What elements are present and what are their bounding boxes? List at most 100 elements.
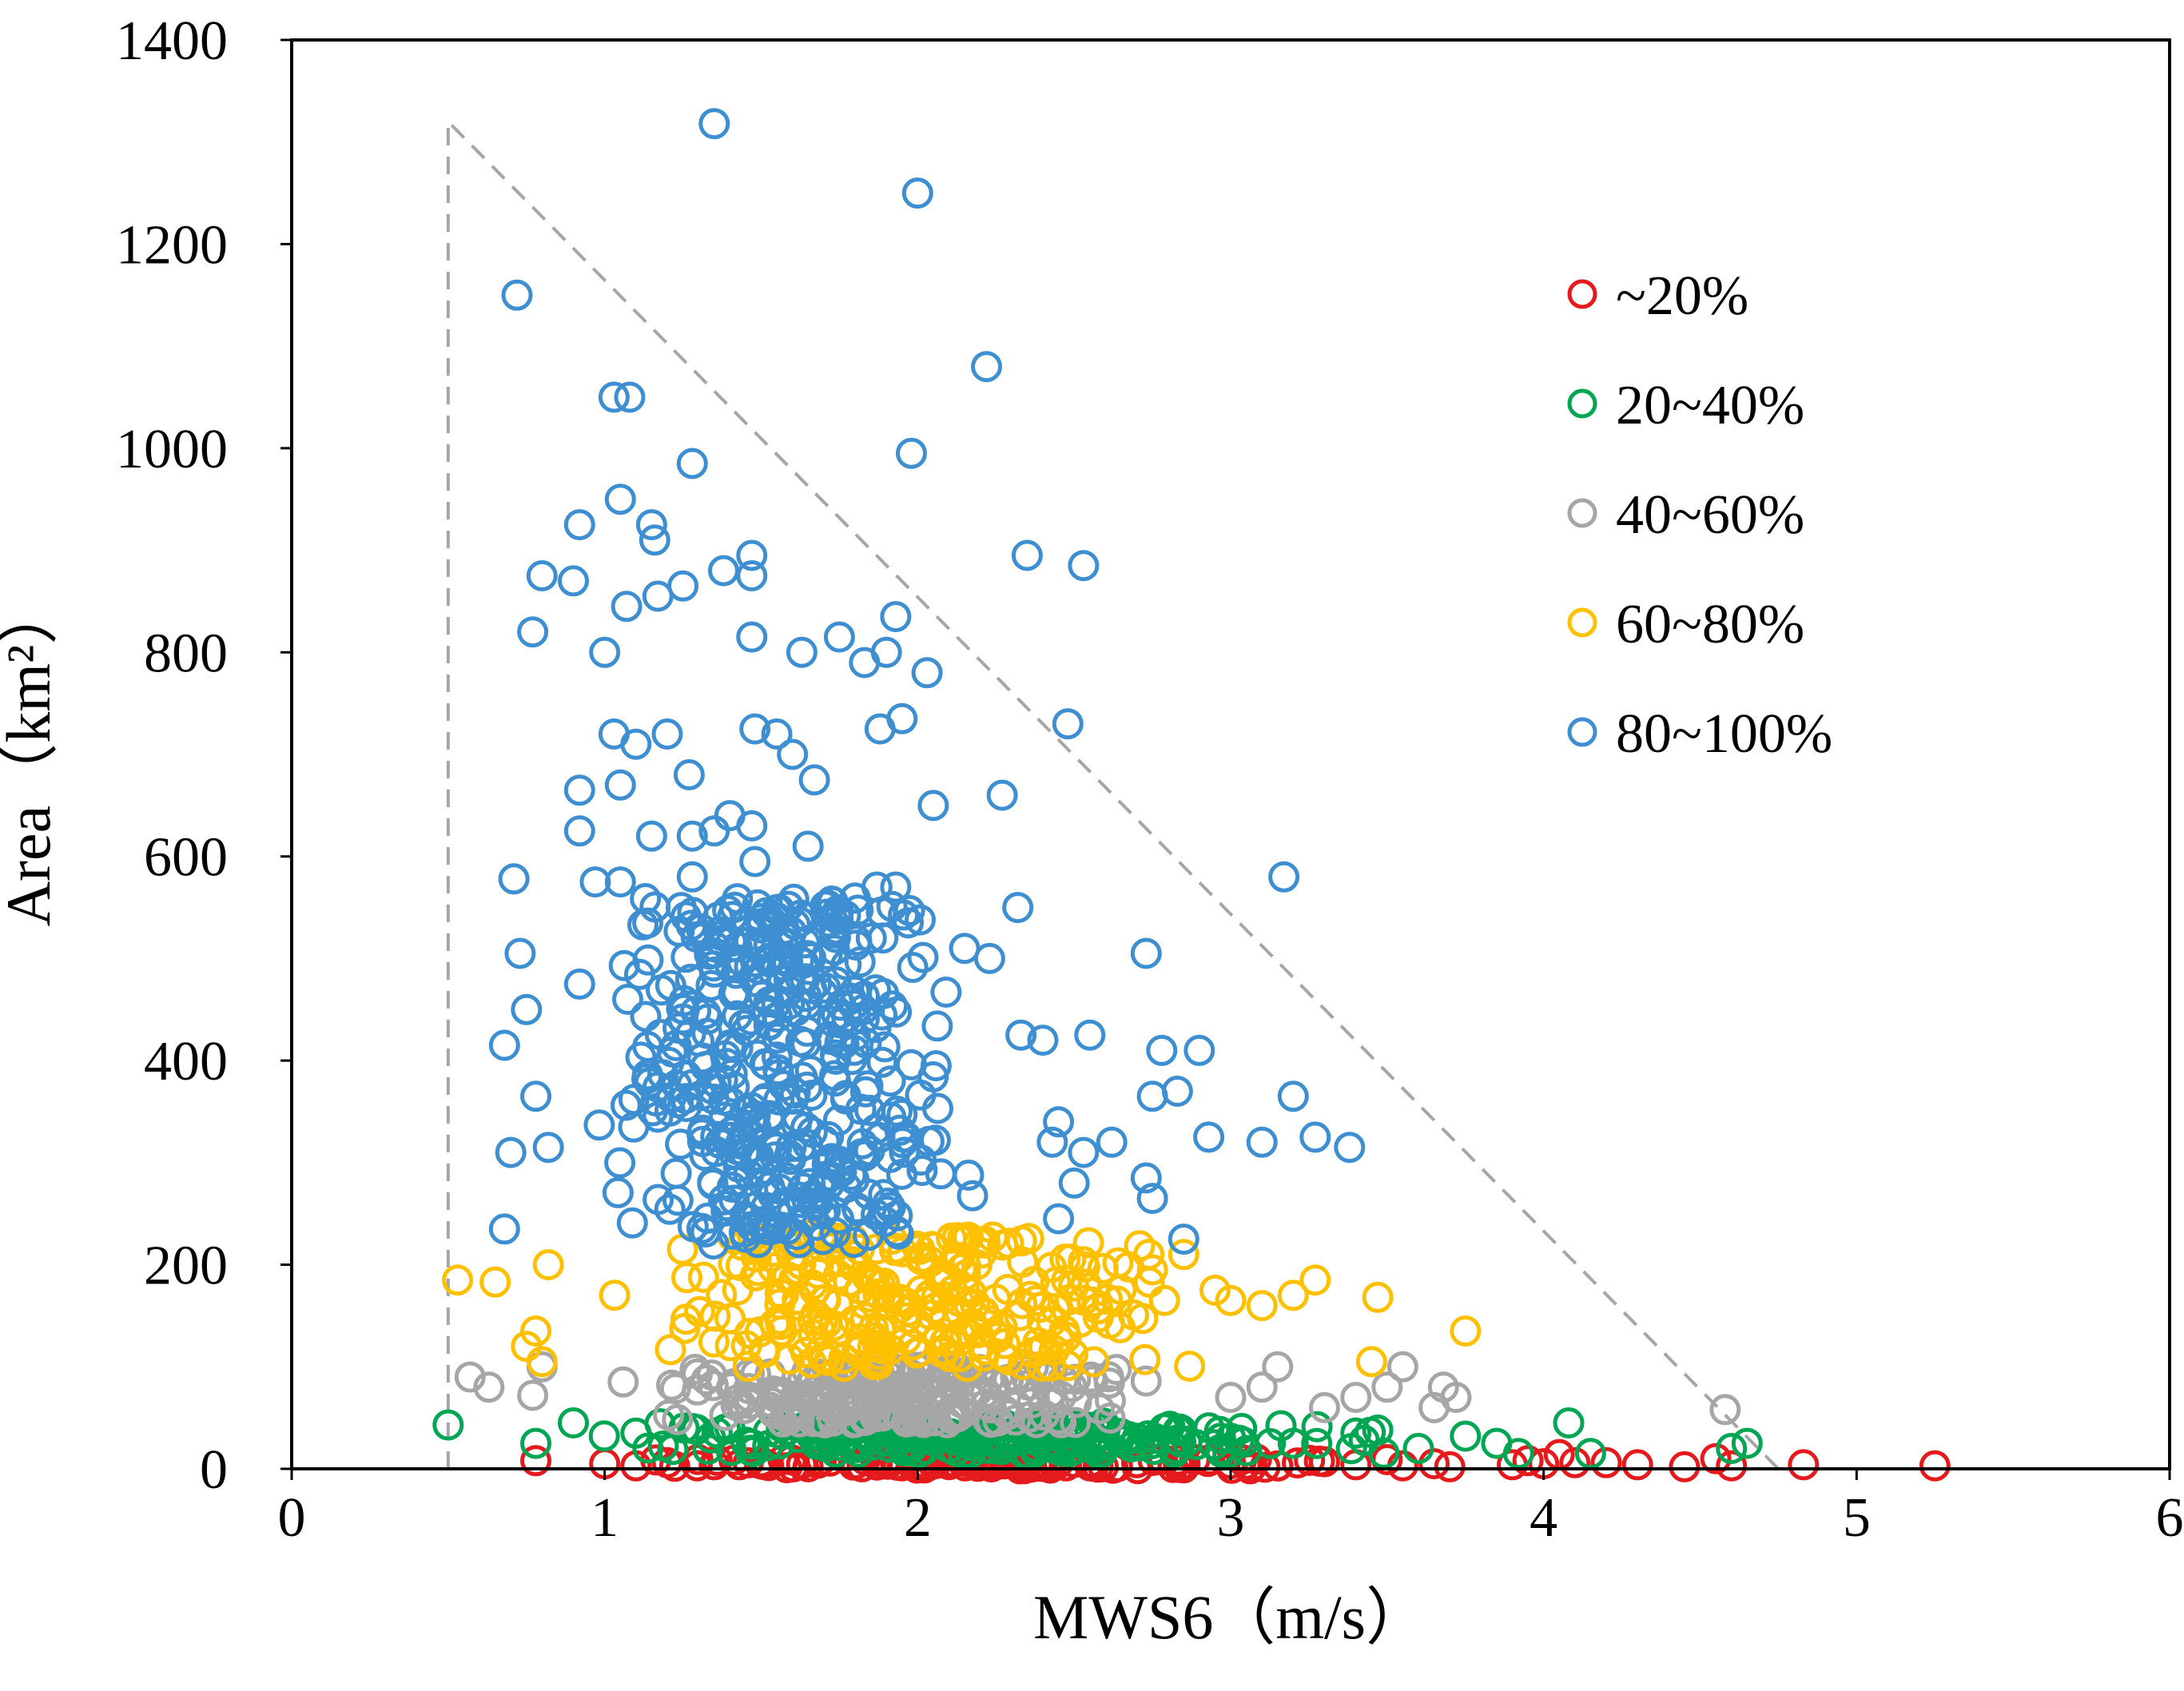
legend-label: 60~80% [1616,594,1804,655]
data-point [920,1124,951,1156]
legend: ~20% 20~40% 40~60% 60~80% 80~100% [1567,265,1832,765]
data-point [607,1366,639,1398]
data-point [473,1371,505,1403]
data-point [442,1264,474,1296]
data-point [1716,1433,1748,1464]
data-point [526,1346,558,1378]
data-point [820,1044,852,1075]
data-point [638,524,670,556]
data-point [1036,1126,1068,1158]
data-point [807,1381,839,1413]
data-point [723,1107,755,1139]
data-point [856,1263,887,1295]
data-point [501,279,533,311]
data-point [1028,1399,1060,1431]
data-point [730,1330,762,1362]
data-point [520,1445,551,1477]
data-point [893,1402,924,1434]
data-point [1262,1351,1294,1383]
data-point [520,1315,551,1347]
data-point [1731,1427,1763,1459]
data-point [612,984,643,1015]
data-point [511,993,543,1025]
data-point [589,636,621,668]
legend-marker [1567,717,1597,747]
data-point [1277,1279,1309,1311]
data-point [1007,1348,1039,1380]
data-point [634,1067,666,1099]
data-point [616,1207,648,1239]
data-point [730,1015,762,1046]
legend-label: 40~60% [1616,484,1804,546]
data-point [928,1259,960,1291]
data-point [731,905,763,937]
data-point [881,996,913,1028]
data-point [786,636,818,668]
data-point [715,1372,747,1404]
series-5-points [488,108,1366,1260]
data-point [895,1048,927,1080]
data-point [1027,1025,1059,1056]
data-point [1060,1407,1092,1438]
data-point [823,621,855,653]
data-point [632,907,664,939]
data-point [1124,1230,1156,1262]
data-point [1043,1106,1075,1138]
data-point [886,1099,918,1130]
data-point [1168,1223,1199,1255]
data-point [1074,1019,1106,1051]
data-point [1362,1281,1394,1313]
data-point [736,621,768,653]
data-point [630,883,662,914]
data-point [1095,1385,1126,1417]
data-point [1402,1433,1434,1464]
data-point [1133,1239,1165,1271]
data-point [1309,1391,1340,1423]
data-point [980,1283,1012,1315]
data-point [694,1422,726,1454]
data-point [1078,1346,1110,1378]
data-point [1553,1407,1585,1438]
data-point [816,885,848,917]
data-point [739,846,771,877]
data-point [517,1379,549,1411]
data-point [756,906,788,938]
data-point [864,1122,896,1153]
data-point [763,1377,795,1409]
data-point [820,1065,851,1097]
x-axis-label: MWS6（m/s） [1033,1582,1428,1652]
data-point [959,1288,991,1320]
data-point [532,1132,564,1164]
legend-marker [1567,279,1597,309]
data-point [893,894,925,926]
data-point [751,997,783,1029]
data-point [1334,1132,1366,1164]
data-point [1450,1315,1482,1347]
y-tick-label: 800 [144,623,228,684]
data-point [785,963,817,995]
data-point [710,1048,742,1080]
data-point [1716,1450,1748,1482]
data-point [1193,1121,1225,1153]
data-point [786,1187,818,1219]
data-point [739,1100,771,1132]
y-tick-label: 400 [144,1031,228,1092]
data-points [432,108,1951,1485]
data-point [796,1116,828,1148]
data-point [698,956,730,988]
x-tick-label: 6 [2156,1487,2184,1549]
data-point [1026,1305,1058,1337]
data-point [583,1109,615,1141]
data-point [642,580,674,612]
data-point [1068,1136,1100,1168]
data-point [1340,1417,1372,1449]
data-point [1174,1351,1206,1383]
data-point [821,999,853,1031]
data-point [838,1034,870,1066]
data-point [786,1061,818,1093]
data-point [686,1212,718,1244]
data-point [635,509,667,541]
data-point [953,1160,985,1191]
data-point [488,1213,520,1245]
